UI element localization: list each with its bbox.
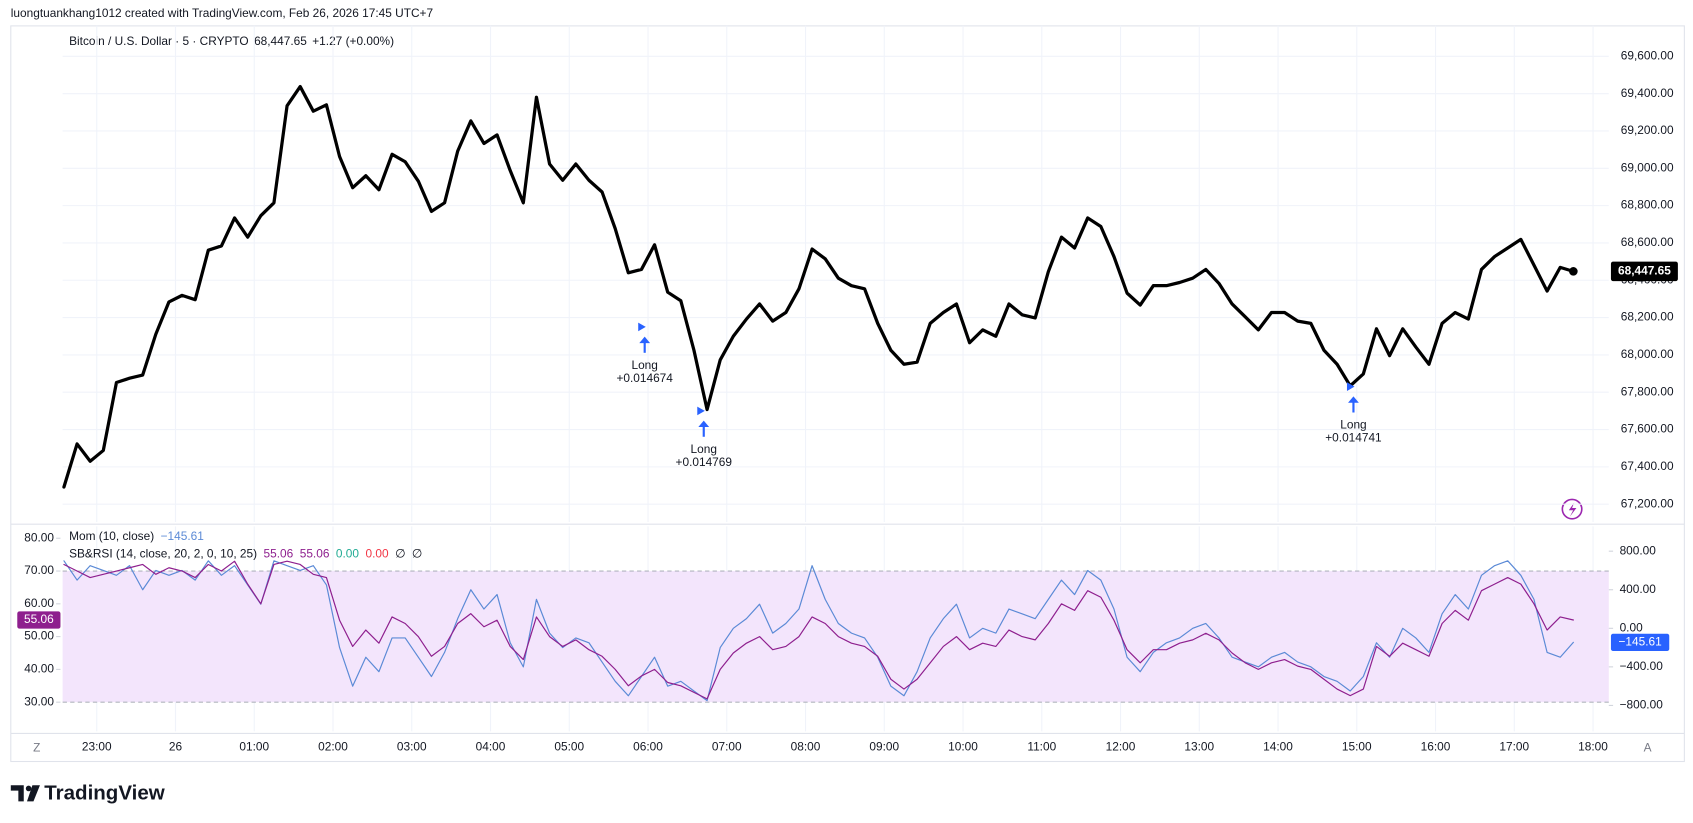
symbol-legend: Bitcoin / U.S. Dollar · 5 · CRYPTO 68,447…	[69, 34, 394, 48]
legend-entry: Mom (10, close) −145.61	[69, 529, 204, 543]
symbol-price: 68,447.65	[254, 34, 307, 48]
y2-tick-label: 0.00	[1620, 620, 1643, 634]
symbol: Bitcoin / U.S. Dollar · 5 · CRYPTO	[69, 34, 249, 48]
attribution: luongtuankhang1012 created with TradingV…	[11, 6, 433, 20]
legend-value: ∅	[395, 547, 405, 561]
last-price-label: 68,447.65	[1618, 264, 1671, 278]
y2-tick-label: −400.00	[1620, 659, 1664, 673]
x-tick-label: 03:00	[397, 740, 427, 754]
y-tick-label: 68,800.00	[1621, 198, 1674, 212]
logo-mark	[26, 785, 40, 802]
y-tick-label: 68,000.00	[1621, 347, 1674, 361]
entry-marker	[638, 322, 646, 332]
y-tick-label: 67,800.00	[1621, 384, 1674, 398]
rsi-tag	[17, 611, 61, 629]
y2-tick-label: 400.00	[1620, 582, 1657, 596]
x-tick-label: 13:00	[1184, 740, 1214, 754]
x-tick-label: 12:00	[1106, 740, 1136, 754]
y-tick-label: 30.00	[24, 694, 54, 708]
entry-arrow-head	[639, 336, 651, 344]
x-tick-label: 02:00	[318, 740, 348, 754]
y-tick-label: 70.00	[24, 563, 54, 577]
y-tick-label: 68,600.00	[1621, 235, 1674, 249]
symbol-change: +1.27 (+0.00%)	[312, 34, 394, 48]
logo-dot	[25, 785, 32, 792]
series-line	[63, 560, 1574, 700]
last-price-tag	[1610, 261, 1678, 282]
corner-label[interactable]: A	[1644, 741, 1652, 755]
x-tick-label: 15:00	[1342, 740, 1372, 754]
entry-value: +0.014674	[616, 371, 673, 385]
rsi-band	[62, 571, 1609, 703]
chart-frame	[10, 25, 1685, 763]
corner-label[interactable]: Z	[33, 741, 40, 755]
entry-marker	[697, 406, 705, 416]
entry-label: Long	[1340, 418, 1366, 432]
y-tick-label: 67,400.00	[1621, 459, 1674, 473]
logo-mark	[10, 785, 24, 802]
mom-tag-label: −145.61	[1618, 634, 1662, 648]
last-point	[1569, 267, 1578, 276]
legend-value: −145.61	[161, 529, 205, 543]
x-tick-label: 04:00	[476, 740, 506, 754]
entry-value: +0.014769	[676, 455, 733, 469]
rsi-tag-label: 55.06	[24, 612, 54, 626]
y-tick-label: 69,200.00	[1621, 123, 1674, 137]
x-tick-label: 07:00	[712, 740, 742, 754]
x-tick-label: 06:00	[633, 740, 663, 754]
x-tick-label: 11:00	[1027, 740, 1056, 754]
legend-name: Mom (10, close)	[69, 529, 154, 543]
legend-value: ∅	[412, 547, 422, 561]
x-tick-label: 01:00	[239, 740, 269, 754]
x-tick-label: 10:00	[948, 740, 978, 754]
x-tick-label: 23:00	[82, 740, 112, 754]
y-tick-label: 67,200.00	[1621, 496, 1674, 510]
icon-bolt	[1568, 502, 1577, 517]
y-tick-label: 68,200.00	[1621, 310, 1674, 324]
entry-arrow-head	[698, 420, 710, 428]
legend-value: 0.00	[365, 547, 388, 561]
x-tick-label: 26	[169, 740, 183, 754]
y-tick-label: 60.00	[24, 596, 54, 610]
icon-ring	[1561, 498, 1583, 520]
y-tick-label: 50.00	[24, 629, 54, 643]
y2-tick-label: −800.00	[1620, 698, 1664, 712]
mom-tag	[1610, 633, 1670, 651]
x-tick-label: 18:00	[1578, 740, 1608, 754]
y-tick-label: 80.00	[24, 530, 54, 544]
entry-arrow-head	[1348, 396, 1359, 403]
y2-tick-label: 800.00	[1620, 543, 1657, 557]
y-tick-label: 69,600.00	[1621, 48, 1674, 62]
legend-entry: SB&RSI (14, close, 20, 2, 0, 10, 25) 55.0…	[69, 547, 422, 561]
tradingview-logo[interactable]: TradingView	[10, 781, 165, 804]
entry-marker	[1346, 382, 1355, 391]
x-tick-label: 17:00	[1499, 740, 1529, 754]
series-line	[63, 560, 1574, 702]
y-tick-label: 69,000.00	[1621, 160, 1674, 174]
legend-value: 55.06	[264, 547, 294, 561]
x-tick-label: 09:00	[869, 740, 899, 754]
entry-value: +0.014741	[1325, 431, 1382, 445]
legend-value: 0.00	[336, 547, 359, 561]
y-tick-label: 40.00	[24, 662, 54, 676]
logo-text: TradingView	[44, 781, 164, 804]
y-tick-label: 67,600.00	[1621, 422, 1674, 436]
entry-label: Long	[631, 358, 657, 372]
legend-value: 55.06	[300, 547, 330, 561]
y-tick-label: 69,400.00	[1621, 86, 1674, 100]
x-tick-label: 16:00	[1421, 740, 1451, 754]
legend-name: SB&RSI (14, close, 20, 2, 0, 10, 25)	[69, 547, 257, 561]
replay-icon[interactable]	[1561, 498, 1583, 520]
entry-label: Long	[691, 442, 717, 456]
x-tick-label: 08:00	[791, 740, 821, 754]
x-tick-label: 14:00	[1263, 740, 1293, 754]
series-line	[62, 84, 1575, 489]
x-tick-label: 05:00	[554, 740, 584, 754]
